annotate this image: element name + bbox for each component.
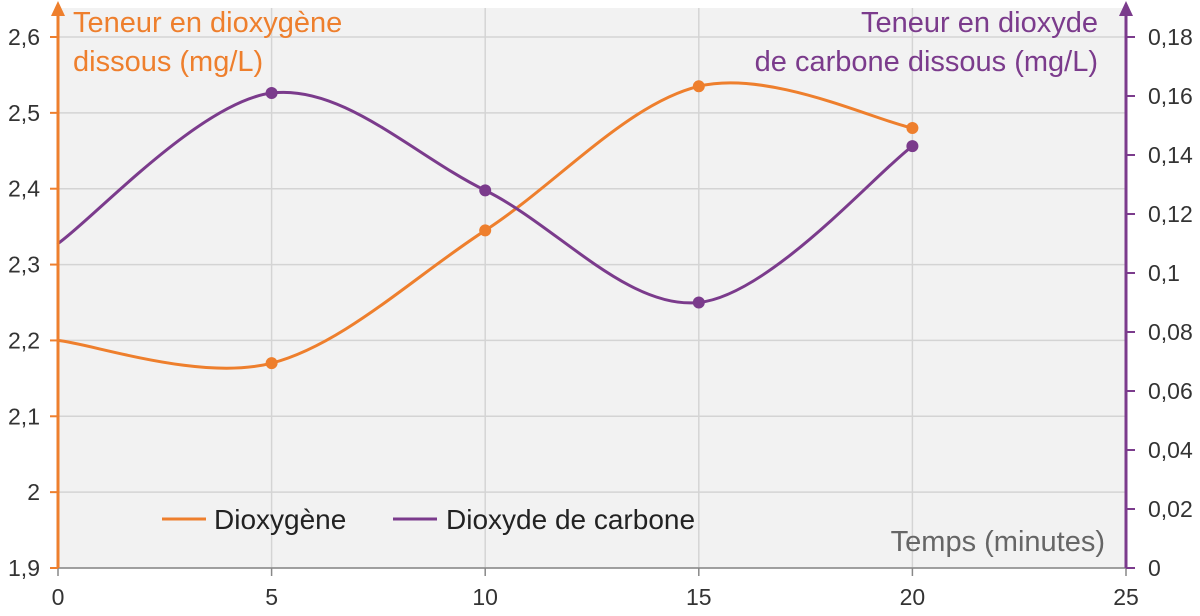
x-axis-title: Temps (minutes)	[891, 526, 1105, 558]
series-layer	[56, 80, 919, 370]
y-right-tick-label: 0,08	[1148, 319, 1193, 345]
plot-area	[58, 8, 1126, 568]
legend-label-dioxyde-de-carbone: Dioxyde de carbone	[446, 504, 695, 535]
y-left-tick-label: 2	[27, 479, 40, 505]
y-left-tick-label: 2,1	[8, 403, 40, 429]
data-point-dioxyde-de-carbone	[479, 184, 492, 197]
y-right-tick-label: 0,16	[1148, 83, 1193, 109]
data-point-dioxyde-de-carbone	[906, 140, 919, 153]
y-right-tick-label: 0,04	[1148, 437, 1193, 463]
y-left-tick-label: 2,2	[8, 327, 40, 353]
x-tick-label: 25	[1113, 584, 1139, 610]
x-tick-label: 20	[900, 584, 926, 610]
x-tick-label: 10	[472, 584, 498, 610]
data-point-dioxygene	[479, 224, 492, 237]
x-tick-label: 5	[265, 584, 278, 610]
legend-label-dioxygene: Dioxygène	[214, 504, 346, 535]
right-axis-title-line2: de carbone dissous (mg/L)	[755, 46, 1098, 78]
right-axis-arrow	[1119, 1, 1133, 16]
left-axis-title-line1: Teneur en dioxygène	[73, 7, 342, 39]
x-tick-label: 0	[52, 584, 65, 610]
left-axis-arrow	[51, 1, 65, 16]
right-axis-title-line1: Teneur en dioxyde	[861, 7, 1098, 39]
tick-labels: 1,9 2 2,1 2,2 2,3 2,4 2,5 2,6 0 5 10 15 20 25 0 0,02 0,0…	[8, 24, 1193, 610]
y-left-tick-label: 2,4	[8, 176, 40, 202]
data-point-dioxygene	[265, 357, 278, 370]
y-left-tick-label: 2,6	[8, 24, 40, 50]
left-axis-title-line2: dissous (mg/L)	[73, 46, 263, 78]
axes	[50, 1, 1135, 576]
x-tick-label: 15	[686, 584, 712, 610]
y-right-tick-label: 0,1	[1148, 260, 1180, 286]
y-right-tick-label: 0,14	[1148, 142, 1193, 168]
y-right-tick-label: 0,12	[1148, 201, 1193, 227]
y-right-tick-label: 0,06	[1148, 378, 1193, 404]
grid-lines	[58, 8, 1126, 569]
y-left-tick-label: 1,9	[8, 555, 40, 581]
data-point-dioxyde-de-carbone	[692, 296, 705, 309]
y-left-tick-label: 2,3	[8, 252, 40, 278]
y-right-tick-label: 0,18	[1148, 24, 1193, 50]
y-left-tick-label: 2,5	[8, 100, 40, 126]
data-point-dioxygene	[692, 80, 705, 93]
y-right-tick-label: 0,02	[1148, 496, 1193, 522]
data-point-dioxygene	[906, 122, 919, 135]
legend: Dioxygène Dioxyde de carbone	[162, 504, 695, 535]
data-point-dioxyde-de-carbone	[265, 87, 278, 100]
y-right-tick-label: 0	[1148, 555, 1161, 581]
